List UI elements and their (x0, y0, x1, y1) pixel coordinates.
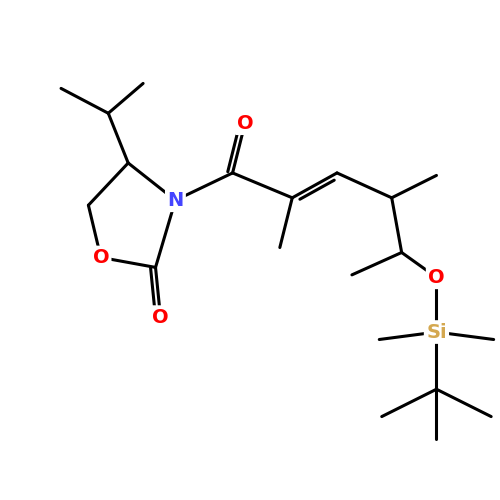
Text: N: N (168, 191, 184, 210)
Text: O: O (92, 248, 109, 267)
Text: Si: Si (426, 322, 447, 342)
Text: O: O (236, 114, 254, 132)
Text: O: O (428, 268, 445, 287)
Text: O: O (152, 308, 169, 326)
